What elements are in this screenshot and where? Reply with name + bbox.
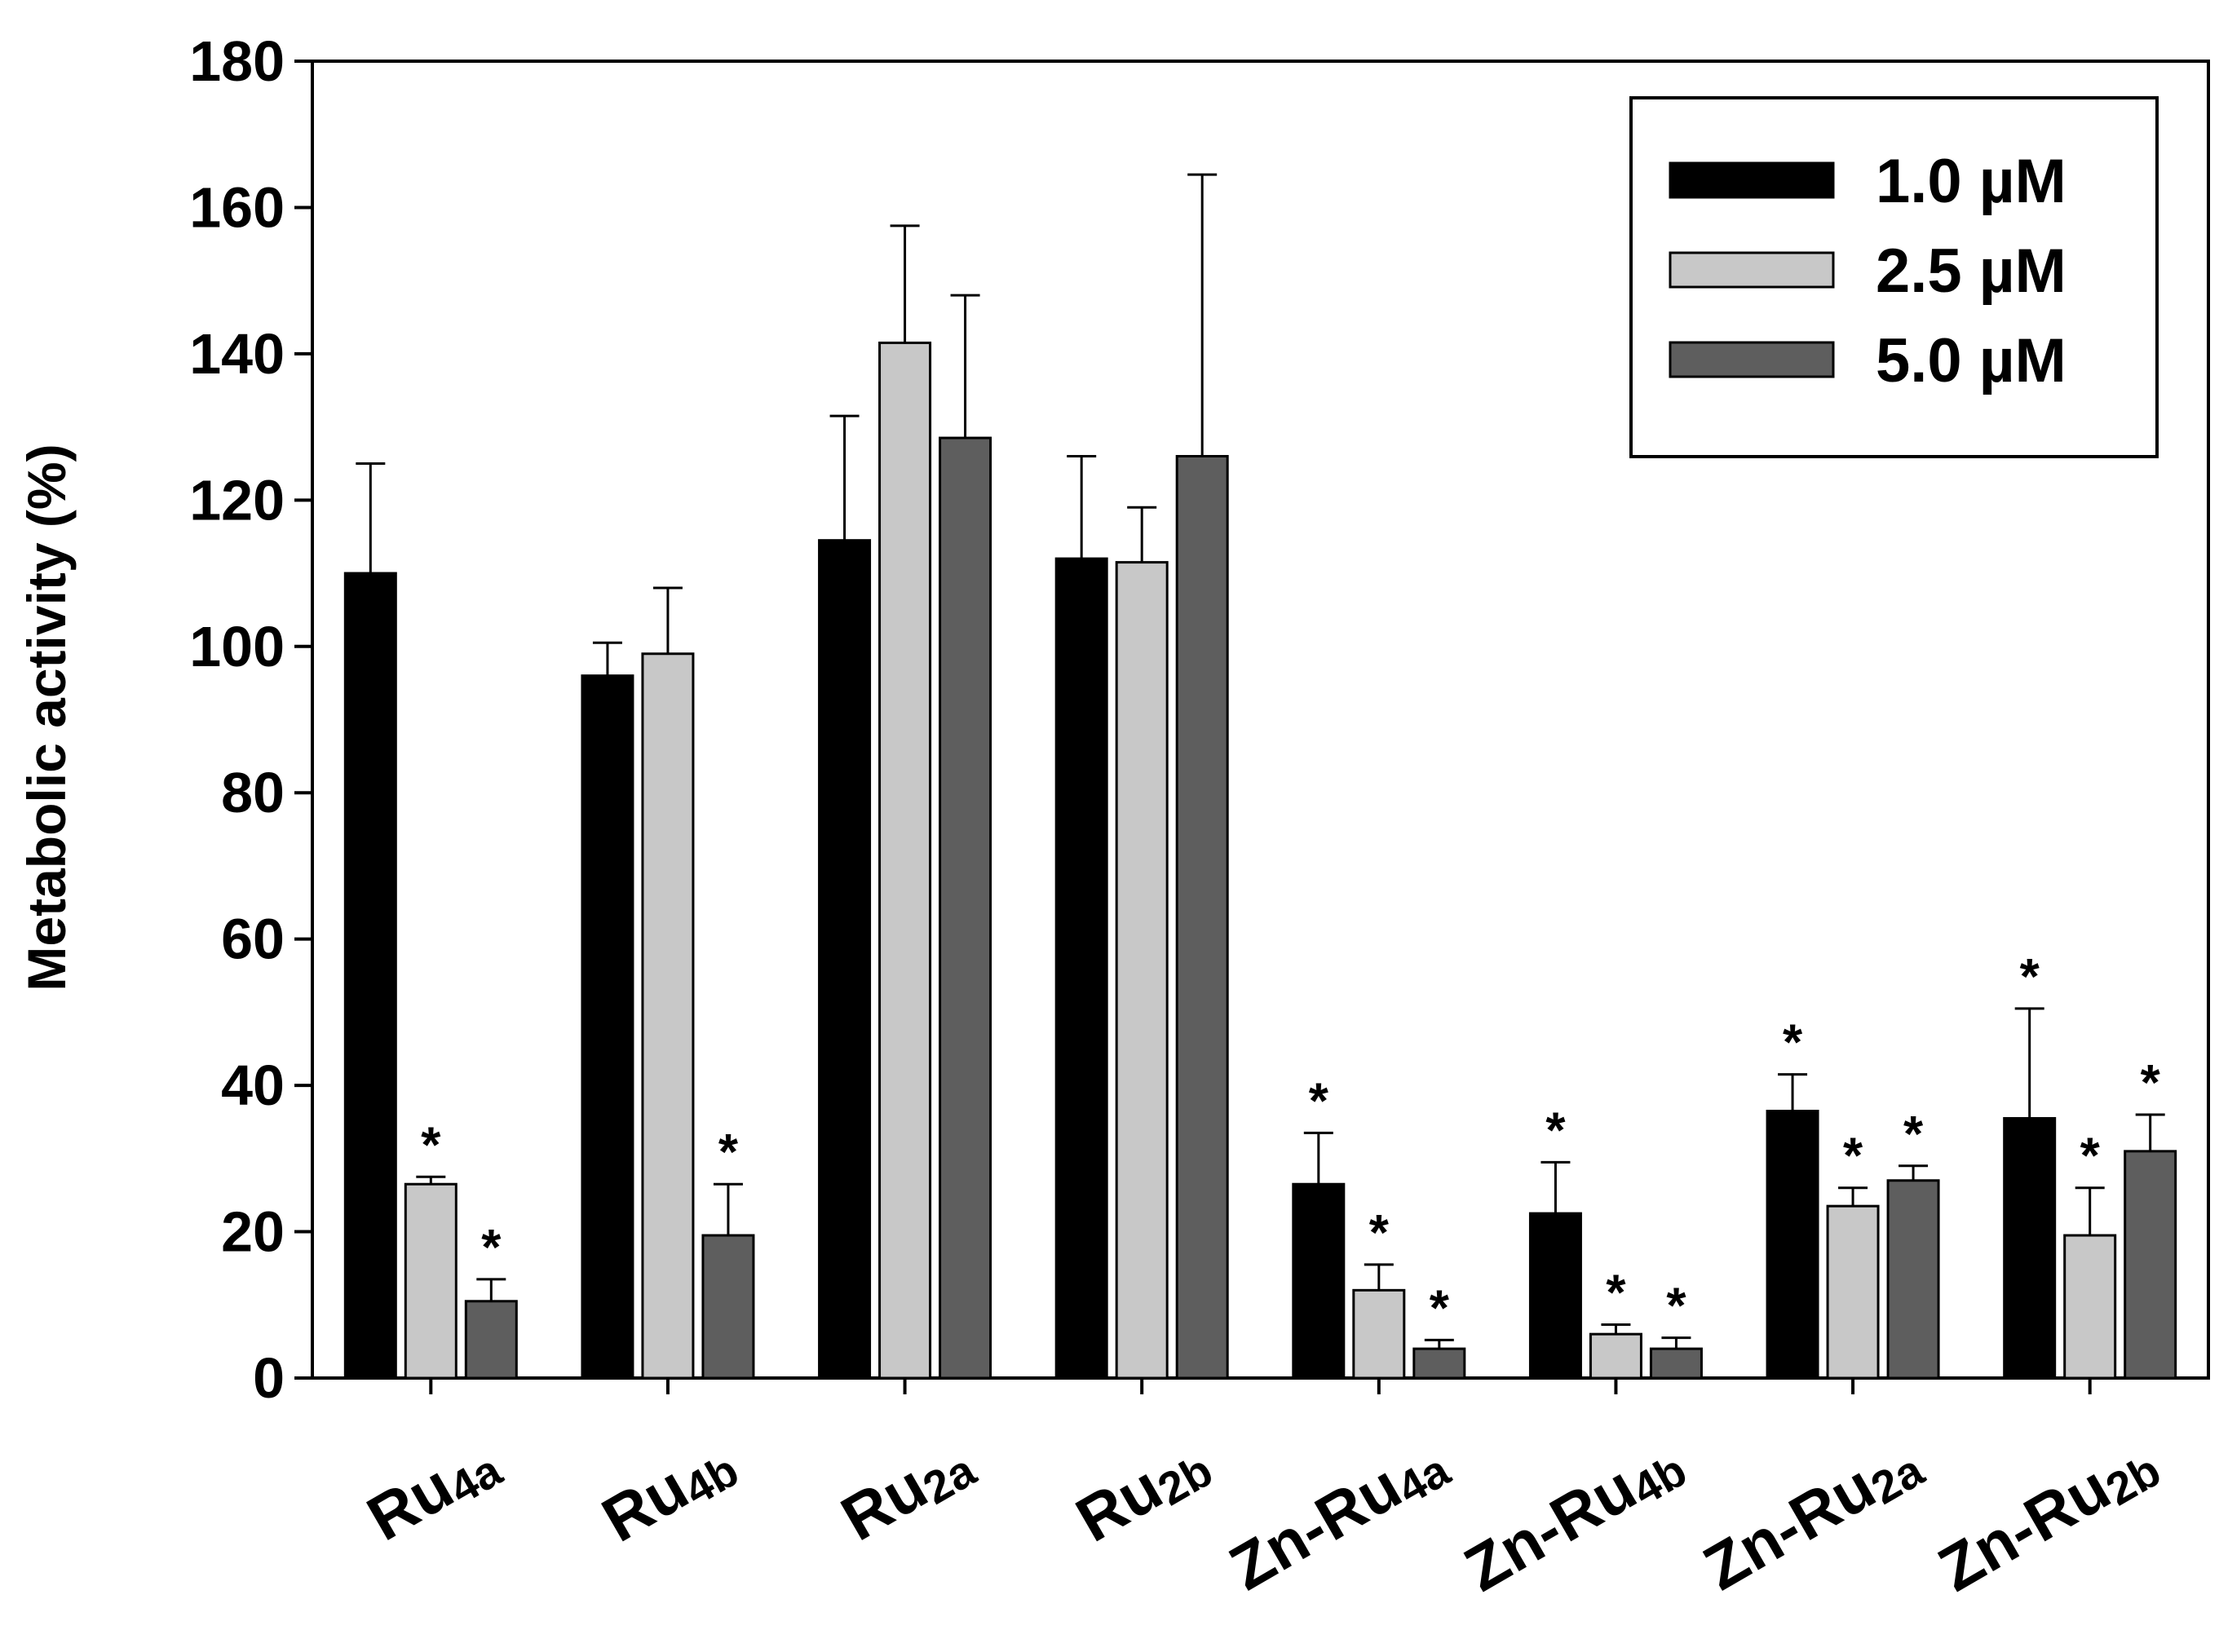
significance-marker-group: * * * * * * * * * * * * * * * xyxy=(421,949,2160,1336)
bar xyxy=(404,1182,458,1380)
bar xyxy=(1886,1179,1940,1380)
bar xyxy=(701,1234,755,1380)
bar xyxy=(1766,1110,1819,1380)
legend-entry-label: 2.5 µM xyxy=(1876,236,2066,306)
bar xyxy=(818,539,872,1380)
y-tick-label: 80 xyxy=(221,761,285,824)
y-tick-label: 180 xyxy=(189,29,285,93)
x-category-text: Ru4a xyxy=(356,1424,511,1556)
significance-marker: * xyxy=(1309,1073,1329,1129)
legend: 1.0 µM 2.5 µM 5.0 µM xyxy=(1629,96,2159,458)
x-axis-category-labels: Ru4a Ru4b Ru2a Ru2bZn-Ru4aZn-Ru4bZn-Ru2aZn-… xyxy=(356,1424,2169,1607)
bar-series-group xyxy=(343,341,2177,1380)
y-tick-label: 160 xyxy=(189,175,285,239)
significance-marker: * xyxy=(1430,1280,1450,1336)
legend-swatch xyxy=(1669,341,1835,378)
y-tick-label: 120 xyxy=(189,468,285,532)
y-tick-label: 140 xyxy=(189,322,285,386)
significance-marker: * xyxy=(1666,1279,1686,1335)
x-category-label: Zn-Ru4a xyxy=(1218,1424,1458,1606)
bar xyxy=(1292,1182,1346,1380)
x-category-text: Zn-Ru4b xyxy=(1452,1425,1695,1607)
significance-marker: * xyxy=(1843,1129,1863,1185)
legend-entry-label: 5.0 µM xyxy=(1876,326,2066,395)
bar xyxy=(1352,1288,1406,1380)
bar xyxy=(1412,1347,1466,1380)
legend-swatch xyxy=(1669,251,1835,289)
x-category-text: Ru2a xyxy=(829,1424,984,1556)
x-category-text: Ru2b xyxy=(1064,1425,1221,1557)
x-category-label: Zn-Ru2b xyxy=(1927,1425,2169,1607)
bar xyxy=(1115,561,1169,1380)
bar xyxy=(878,341,932,1380)
x-category-label: Ru2a xyxy=(829,1424,984,1556)
x-category-text: Ru4b xyxy=(590,1425,747,1557)
error-bar-group xyxy=(356,173,2165,1349)
legend-entry-label: 1.0 µM xyxy=(1876,147,2066,216)
significance-marker: * xyxy=(1783,1015,1803,1071)
bar xyxy=(581,674,634,1380)
x-category-label: Zn-Ru4b xyxy=(1452,1425,1695,1607)
x-category-prefix: Zn-Ru xyxy=(1452,1451,1647,1605)
significance-marker: * xyxy=(718,1124,739,1181)
y-tick-label: 40 xyxy=(221,1053,285,1117)
x-category-label: Ru2b xyxy=(1064,1425,1221,1557)
bar xyxy=(2063,1234,2117,1380)
bar xyxy=(343,572,397,1380)
x-category-label: Ru4b xyxy=(590,1425,747,1557)
y-tick-label: 20 xyxy=(221,1200,285,1264)
significance-marker: * xyxy=(481,1220,502,1276)
x-category-text: Zn-Ru4a xyxy=(1218,1424,1458,1606)
significance-marker: * xyxy=(2020,949,2040,1005)
x-category-label: Zn-Ru2a xyxy=(1692,1424,1933,1606)
x-category-prefix: Zn-Ru xyxy=(1927,1451,2122,1605)
x-category-text: Zn-Ru2a xyxy=(1692,1424,1933,1606)
bar xyxy=(464,1300,518,1380)
bar xyxy=(1589,1332,1642,1380)
bar xyxy=(641,652,695,1380)
bar xyxy=(1826,1204,1880,1380)
significance-marker: * xyxy=(2080,1129,2101,1185)
bar xyxy=(1649,1347,1703,1380)
x-category-label: Ru4a xyxy=(356,1424,511,1556)
y-tick-label: 60 xyxy=(221,908,285,971)
significance-marker: * xyxy=(1903,1106,1924,1163)
y-tick-label: 0 xyxy=(253,1346,285,1410)
significance-marker: * xyxy=(1369,1205,1390,1261)
x-category-prefix: Zn-Ru xyxy=(1218,1450,1412,1604)
bar xyxy=(939,436,992,1380)
legend-swatch xyxy=(1669,161,1835,199)
significance-marker: * xyxy=(1606,1266,1626,1322)
bar xyxy=(2003,1116,2057,1380)
significance-marker: * xyxy=(2141,1055,2161,1111)
bar xyxy=(1054,557,1108,1380)
significance-marker: * xyxy=(1545,1102,1566,1159)
bar xyxy=(1175,455,1229,1380)
y-axis-label: Metabolic activity (%) xyxy=(16,444,77,991)
significance-marker: * xyxy=(421,1117,441,1173)
bar xyxy=(1528,1212,1582,1380)
y-tick-label: 100 xyxy=(189,615,285,678)
x-category-prefix: Zn-Ru xyxy=(1692,1450,1887,1604)
x-category-text: Zn-Ru2b xyxy=(1927,1425,2169,1607)
chart-axes: 0 20 40 60 80 100 120 140 160 180 xyxy=(189,29,2210,1410)
bar xyxy=(2124,1150,2177,1380)
plot-frame xyxy=(311,60,2210,1380)
